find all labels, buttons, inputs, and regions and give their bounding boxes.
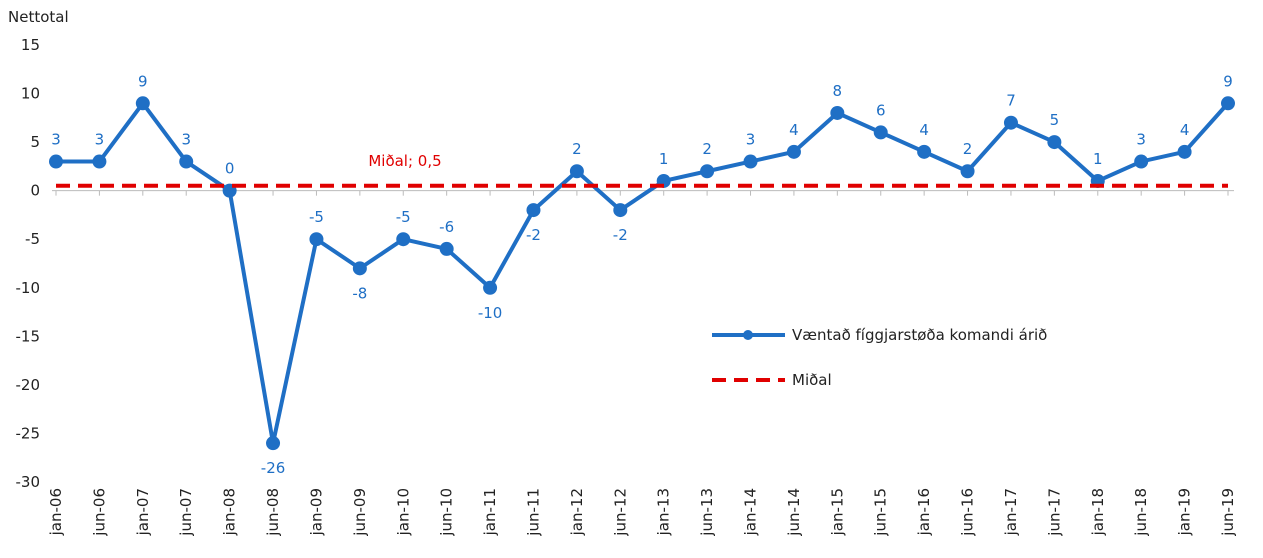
point <box>439 241 454 256</box>
y-tick-label: -30 <box>16 473 41 491</box>
series-line <box>56 101 1230 446</box>
data-label: -6 <box>439 218 454 236</box>
x-tick-label: jan-13 <box>655 488 673 536</box>
x-tick-label: jun-07 <box>177 488 195 537</box>
point <box>830 105 845 120</box>
x-tick-label: jun-18 <box>1132 488 1150 537</box>
data-label: -26 <box>261 459 286 477</box>
x-tick-label: jan-08 <box>221 488 239 536</box>
x-tick-label: jun-08 <box>264 488 282 537</box>
y-tick-label: 10 <box>21 85 40 103</box>
data-label: -8 <box>352 284 367 302</box>
y-tick-label: -15 <box>16 327 41 345</box>
point <box>92 154 107 169</box>
x-tick-label: jan-10 <box>394 488 412 536</box>
y-tick-label: -10 <box>16 279 41 297</box>
x-tick-label: jan-18 <box>1089 488 1107 536</box>
data-label: 2 <box>963 140 973 158</box>
x-tick-label: jan-19 <box>1176 488 1194 536</box>
x-tick-label: jan-17 <box>1002 488 1020 536</box>
legend-label: Miðal <box>792 371 832 389</box>
data-label: 8 <box>833 82 843 100</box>
point <box>1221 96 1235 111</box>
point <box>786 144 801 159</box>
x-tick-label: jun-12 <box>611 488 629 537</box>
data-label: 2 <box>702 140 712 158</box>
point <box>1003 115 1018 130</box>
point <box>1177 144 1192 159</box>
data-label: 1 <box>1093 150 1103 168</box>
data-label: 6 <box>876 101 886 119</box>
legend-label: Væntað fíggjarstøða komandi árið <box>792 326 1047 344</box>
x-tick-label: jan-14 <box>742 488 760 536</box>
data-label: 9 <box>1223 72 1233 90</box>
data-label: 3 <box>181 131 191 149</box>
y-tick-label: -25 <box>16 424 41 442</box>
x-tick-label: jan-09 <box>307 488 325 536</box>
point <box>1047 135 1062 150</box>
point <box>613 203 628 218</box>
data-label: 3 <box>746 131 756 149</box>
data-label: -5 <box>309 208 324 226</box>
legend-marker <box>743 330 753 340</box>
point <box>700 164 715 179</box>
y-tick-label: -5 <box>25 230 40 248</box>
annotation: Miðal; 0,5 <box>368 152 441 170</box>
point <box>266 436 281 451</box>
data-label: 3 <box>1136 131 1146 149</box>
y-tick-label: 15 <box>21 36 40 54</box>
x-tick-label: jun-14 <box>785 488 803 537</box>
point <box>135 96 150 111</box>
point <box>743 154 758 169</box>
x-tick-label: jun-11 <box>524 488 542 537</box>
x-tick-label: jan-11 <box>481 488 499 536</box>
y-tick-label: 5 <box>30 133 40 151</box>
point <box>873 125 888 140</box>
x-tick-label: jun-06 <box>90 488 108 537</box>
data-label: -2 <box>613 226 628 244</box>
data-label: 4 <box>919 121 929 139</box>
point <box>483 280 498 295</box>
data-label: 9 <box>138 72 148 90</box>
y-axis-title: Nettotal <box>8 8 69 26</box>
data-label: -5 <box>396 208 411 226</box>
data-label: 0 <box>225 160 235 178</box>
data-label: 2 <box>572 140 582 158</box>
data-label: 5 <box>1050 111 1060 129</box>
point <box>49 154 63 169</box>
x-tick-label: jan-12 <box>568 488 586 536</box>
y-tick-label: -20 <box>16 376 41 394</box>
point <box>352 261 367 276</box>
x-tick-label: jun-15 <box>872 488 890 537</box>
x-tick-label: jan-16 <box>915 488 933 536</box>
x-tick-label: jun-13 <box>698 488 716 537</box>
point <box>179 154 194 169</box>
point <box>396 232 411 247</box>
point <box>1134 154 1149 169</box>
x-tick-label: jun-16 <box>959 488 977 537</box>
data-label: 7 <box>1006 92 1016 110</box>
x-tick-label: jan-07 <box>134 488 152 536</box>
data-label: -10 <box>478 304 503 322</box>
y-tick-label: 0 <box>30 182 40 200</box>
data-label: 3 <box>51 131 61 149</box>
x-tick-label: jun-19 <box>1219 488 1237 537</box>
data-label: 4 <box>789 121 799 139</box>
x-tick-label: jun-09 <box>351 488 369 537</box>
point <box>917 144 932 159</box>
point <box>569 164 584 179</box>
x-tick-label: jan-15 <box>828 488 846 536</box>
x-tick-label: jun-17 <box>1045 488 1063 537</box>
x-tick-label: jun-10 <box>438 488 456 537</box>
point <box>309 232 324 247</box>
point <box>960 164 975 179</box>
data-label: 1 <box>659 150 669 168</box>
data-label: 4 <box>1180 121 1190 139</box>
data-label: -2 <box>526 226 541 244</box>
data-label: 3 <box>95 131 105 149</box>
point <box>526 203 541 218</box>
x-tick-label: jan-06 <box>47 488 65 536</box>
